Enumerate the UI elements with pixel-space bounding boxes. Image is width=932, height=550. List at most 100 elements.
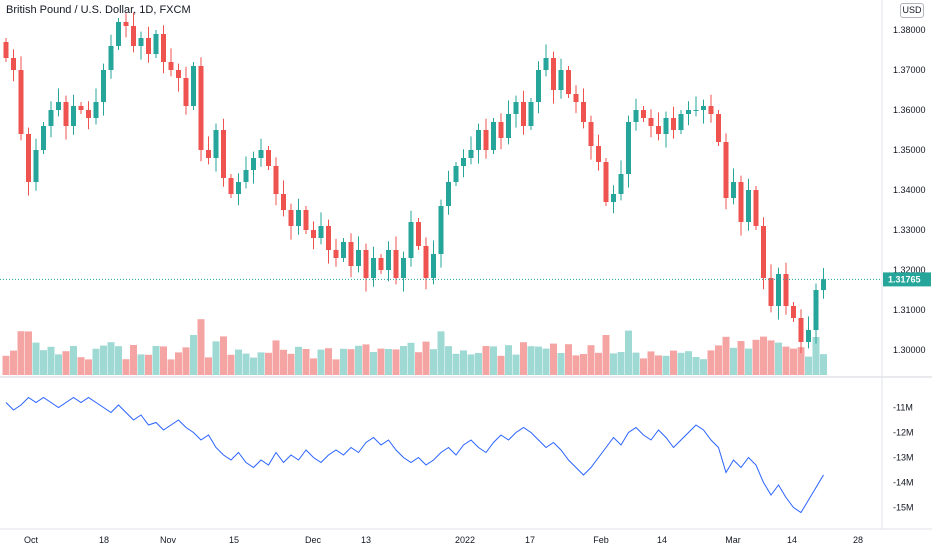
volume-bar: [490, 346, 497, 375]
last-price-value: 1.31765: [888, 274, 921, 284]
candle-body: [221, 130, 226, 178]
volume-bar: [475, 353, 482, 375]
volume-bar: [280, 349, 287, 375]
candle-body: [363, 250, 369, 278]
volume-bar: [197, 319, 205, 375]
candle-body: [26, 134, 31, 182]
indicator-tick-label: -15M: [893, 503, 914, 513]
volume-bar: [55, 354, 62, 375]
volume-bar: [227, 354, 235, 375]
volume-bar: [25, 331, 32, 375]
candle-body: [408, 222, 414, 258]
candle-body: [753, 190, 759, 226]
indicator-tick-label: -13M: [893, 453, 914, 463]
candle-body: [318, 226, 324, 238]
candle-body: [71, 106, 76, 126]
candle-body: [768, 278, 774, 306]
volume-bar: [797, 347, 805, 375]
candle-body: [176, 70, 181, 78]
candle-body: [566, 70, 571, 94]
volume-bars: [2, 319, 827, 375]
volume-bar: [790, 348, 797, 375]
volume-bar: [160, 346, 167, 375]
volume-bar: [715, 345, 722, 375]
volume-bar: [430, 349, 437, 375]
candle-body: [483, 130, 489, 150]
volume-bar: [392, 349, 400, 375]
volume-bar: [32, 342, 40, 375]
volume-bar: [565, 344, 572, 375]
volume-bar: [370, 352, 377, 375]
candle-body: [611, 194, 616, 202]
volume-bar: [130, 345, 137, 375]
candle-body: [603, 162, 609, 202]
volume-bar: [812, 337, 820, 375]
candle-body: [543, 58, 549, 70]
volume-bar: [190, 335, 197, 375]
candle-body: [386, 250, 391, 270]
price-tick-label: 1.32000: [893, 265, 926, 275]
candle-body: [48, 110, 54, 126]
candle-body: [491, 122, 496, 150]
volume-bar: [310, 358, 317, 375]
candle-body: [416, 222, 421, 246]
candle-body: [311, 230, 316, 238]
candle-body: [161, 34, 166, 62]
candle-body: [206, 150, 211, 158]
volume-bar: [415, 352, 422, 375]
candle-body: [746, 190, 751, 222]
volume-bar: [775, 342, 782, 375]
candle-body: [731, 182, 736, 198]
time-axis[interactable]: Oct 18 Nov 15 Dec 13 2022 17 Feb 14 Mar 14 28: [24, 535, 863, 545]
candle-body: [596, 146, 601, 162]
volume-bar: [10, 350, 17, 375]
volume-bar: [640, 358, 647, 375]
candle-body: [18, 70, 24, 134]
volume-bar: [625, 330, 632, 375]
volume-bar: [250, 357, 257, 375]
volume-bar: [730, 347, 737, 375]
volume-bar: [295, 346, 302, 375]
volume-bar: [115, 346, 122, 375]
volume-bar: [760, 336, 767, 375]
candle-body: [63, 102, 69, 126]
candle-body: [446, 182, 451, 206]
currency-badge[interactable]: USD: [900, 3, 924, 18]
indicator-axis[interactable]: -11M -12M -13M -14M -15M: [893, 403, 914, 513]
volume-bar: [77, 357, 85, 375]
candle-body: [101, 70, 106, 102]
candle-body: [701, 106, 706, 110]
volume-bar: [407, 342, 415, 375]
candle-body: [273, 166, 279, 194]
candle-body: [303, 210, 309, 230]
candle-body: [663, 118, 669, 134]
time-tick-label: 14: [657, 535, 667, 545]
indicator-line: [5, 396, 824, 514]
candle-body: [153, 34, 159, 54]
volume-bar: [767, 340, 775, 375]
candle-body: [648, 118, 654, 126]
volume-bar: [212, 341, 220, 375]
volume-bar: [287, 353, 295, 375]
candle-body: [41, 126, 46, 150]
volume-bar: [137, 354, 145, 375]
price-axis[interactable]: 1.38000 1.37000 1.36000 1.35000 1.34000 1.330…: [893, 25, 926, 355]
candle-body: [371, 258, 376, 278]
price-tick-label: 1.38000: [893, 25, 926, 35]
price-tick-label: 1.37000: [893, 65, 926, 75]
volume-bar: [220, 336, 227, 375]
candle-body: [708, 106, 714, 114]
candle-body: [498, 122, 504, 138]
volume-bar: [437, 331, 445, 375]
volume-bar: [325, 348, 332, 375]
volume-bar: [467, 354, 475, 375]
chart-title: British Pound / U.S. Dollar, 1D, FXCM: [6, 4, 191, 16]
volume-bar: [242, 353, 250, 375]
volume-bar: [272, 340, 280, 375]
candle-body: [116, 22, 121, 46]
volume-bar: [647, 351, 655, 375]
candle-body: [146, 38, 151, 54]
volume-bar: [820, 354, 827, 375]
volume-bar: [677, 352, 685, 375]
volume-bar: [85, 359, 92, 375]
